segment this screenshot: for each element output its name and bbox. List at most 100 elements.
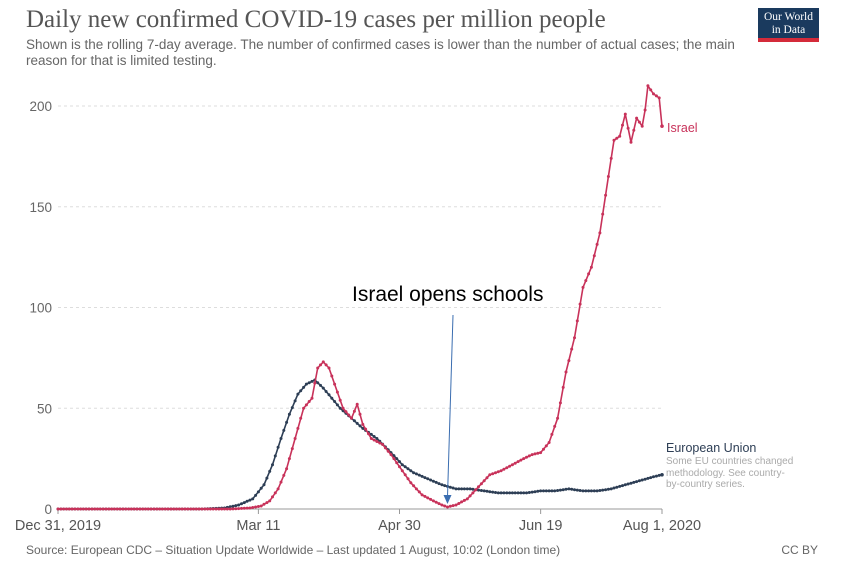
data-point [570,487,574,491]
data-point [403,465,407,469]
data-point [589,265,593,269]
data-point [96,507,99,511]
data-point [132,507,136,511]
data-point [536,489,540,493]
data-point [141,507,145,511]
data-point [172,507,176,511]
data-point [584,489,588,493]
data-point [287,412,291,416]
data-point [485,489,489,493]
data-point [502,491,506,495]
data-point [623,112,627,116]
data-point [304,403,308,407]
series-israel[interactable] [56,84,664,511]
data-point [457,487,461,491]
data-point [640,478,644,482]
data-point [643,477,647,481]
data-point [423,476,427,480]
data-point [550,432,554,436]
data-point [115,507,119,511]
series-label-israel[interactable]: Israel [667,121,698,135]
data-point [454,503,458,507]
data-point [654,474,658,478]
owid-logo[interactable]: Our World in Data [758,8,819,42]
data-point [166,507,170,511]
data-point [234,504,238,508]
data-point [609,487,613,491]
data-point [381,443,385,446]
license-label[interactable]: CC BY [781,543,818,557]
data-point [632,480,636,484]
data-point [307,400,311,403]
data-point [282,473,286,477]
data-point [477,485,480,489]
data-point [285,420,289,424]
data-point [214,507,218,511]
data-point [262,483,266,487]
data-point [330,396,334,400]
data-point [107,507,111,511]
data-point [406,467,410,471]
data-point [575,488,579,492]
data-point [646,476,650,480]
data-point [465,487,469,491]
data-point [251,497,255,501]
data-point [640,124,644,128]
data-point [302,406,306,410]
data-point [242,501,246,505]
data-point [158,507,162,511]
data-point [285,467,289,471]
data-point [240,506,243,510]
data-point [208,507,212,511]
data-point [558,401,562,405]
data-point [197,507,201,511]
data-point [564,487,568,491]
data-point [649,476,653,480]
series-label-european-union[interactable]: European Union [666,441,757,455]
data-point [494,471,497,475]
data-point [273,454,277,458]
data-point [561,385,565,389]
data-point [604,488,608,492]
data-point [595,242,599,246]
annotation-label: Israel opens schools [352,283,544,306]
x-tick-label: Dec 31, 2019 [15,518,101,534]
source-note: Source: European CDC – Situation Update … [26,543,561,557]
data-point [327,393,331,397]
data-point [482,489,486,493]
data-point [279,480,283,484]
data-point [660,124,664,128]
data-point [138,507,142,511]
data-point [392,457,396,461]
data-point [344,410,348,414]
data-point [539,489,543,493]
data-point [304,382,308,386]
data-point [474,488,478,492]
data-point [118,507,122,511]
data-point [262,502,266,506]
data-point [499,469,503,473]
data-point [152,507,156,511]
annotation-arrow-line [446,314,454,498]
data-point [307,381,311,385]
y-tick-label: 150 [29,200,52,215]
data-point [589,489,593,493]
data-point [121,507,125,511]
data-point [358,424,362,428]
data-point [352,419,356,423]
data-point [437,482,441,486]
data-point [56,507,60,511]
data-point [519,491,523,495]
data-point [211,507,215,511]
x-tick-label: Mar 11 [236,518,280,534]
data-point [434,500,438,504]
data-point [502,467,506,471]
data-point [87,507,91,511]
series-european-union[interactable] [56,378,664,511]
data-point [372,438,376,442]
data-point [378,441,382,445]
data-point [395,461,399,465]
data-point [361,422,365,426]
data-point [462,487,466,491]
